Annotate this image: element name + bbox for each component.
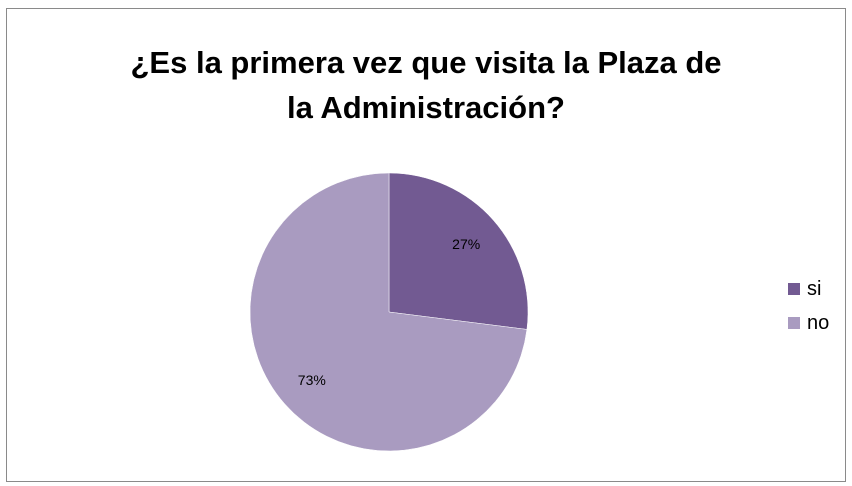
chart-title-line-1: ¿Es la primera vez que visita la Plaza d… — [130, 45, 722, 80]
pie-slice-labels: 27% 73% — [298, 236, 480, 388]
data-label-no: 73% — [298, 372, 326, 388]
legend-swatch-no — [788, 317, 800, 329]
chart-title: ¿Es la primera vez que visita la Plaza d… — [0, 40, 852, 130]
legend-label-si: si — [807, 277, 822, 300]
data-label-si: 27% — [452, 236, 480, 252]
legend-item-no: no — [788, 306, 848, 340]
pie-slice-no — [249, 172, 528, 452]
pie-slice-si — [388, 172, 529, 330]
legend-label-no: no — [807, 311, 830, 334]
legend: si no — [788, 272, 848, 340]
chart-title-line-2: la Administración? — [287, 90, 565, 125]
legend-swatch-si — [788, 283, 800, 295]
legend-item-si: si — [788, 272, 848, 306]
pie-slices — [249, 172, 529, 452]
